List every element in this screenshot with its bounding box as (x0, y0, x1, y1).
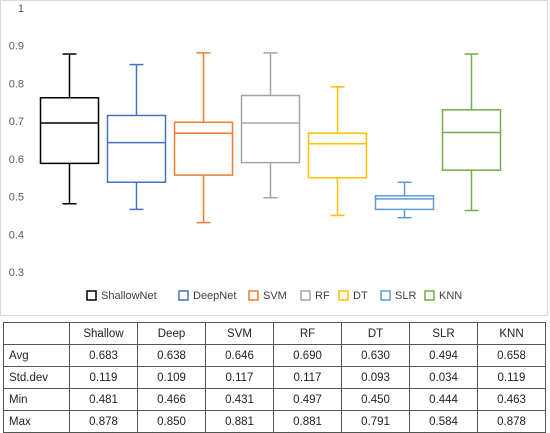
row-label: Max (3, 410, 70, 433)
legend-label: DeepNet (193, 290, 236, 302)
y-tick-label: 0.8 (9, 78, 24, 90)
table-cell: 0.878 (477, 410, 546, 433)
legend-label: ShallowNet (101, 290, 157, 302)
legend-label: RF (315, 290, 330, 302)
table-header-cell: SVM (205, 322, 274, 345)
table-cell: 0.431 (205, 388, 274, 411)
legend-swatch (338, 290, 349, 301)
legend-label: KNN (439, 290, 462, 302)
box-iqr (106, 114, 167, 183)
table-cell: 0.119 (477, 366, 546, 389)
box-iqr (374, 195, 435, 211)
y-tick-label: 0.5 (9, 192, 24, 204)
box-plot-chart: 0.3 0.4 0.5 0.6 0.7 0.8 0.9 1 ShallowNet DeepNet S… (9, 3, 502, 302)
table-cell: 0.646 (205, 344, 274, 367)
table-cell: 0.630 (341, 344, 410, 367)
table-cell: 0.683 (69, 344, 138, 367)
table-cell: 0.119 (69, 366, 138, 389)
y-tick-label: 0.3 (9, 267, 24, 279)
table-cell: 0.450 (341, 388, 410, 411)
table-row: Max 0.878 0.850 0.881 0.881 0.791 0.584 … (3, 410, 546, 433)
table-cell: 0.034 (409, 366, 478, 389)
table-cell: 0.466 (137, 388, 206, 411)
y-tick-label: 0.7 (9, 116, 24, 128)
legend-swatch (424, 290, 435, 301)
table-cell: 0.638 (137, 344, 206, 367)
box-iqr (441, 109, 502, 171)
table-header-cell: DT (341, 322, 410, 345)
table-cell: 0.658 (477, 344, 546, 367)
row-label: Min (3, 388, 70, 411)
table-cell: 0.690 (273, 344, 342, 367)
legend-swatch (86, 290, 97, 301)
y-tick-label: 1 (18, 3, 24, 15)
box-iqr (39, 97, 100, 165)
legend-label: SVM (263, 290, 287, 302)
table-cell: 0.878 (69, 410, 138, 433)
table-cell: 0.444 (409, 388, 478, 411)
legend-swatch (178, 290, 189, 301)
table-header-row: Shallow Deep SVM RF DT SLR KNN (3, 322, 546, 345)
statistics-table: Shallow Deep SVM RF DT SLR KNN Avg 0.683… (3, 322, 546, 433)
table-cell: 0.497 (273, 388, 342, 411)
table-cell: 0.093 (341, 366, 410, 389)
table-row: Min 0.481 0.466 0.431 0.497 0.450 0.444 … (3, 388, 546, 411)
table-row: Std.dev 0.119 0.109 0.117 0.117 0.093 0.… (3, 366, 546, 389)
y-tick-label: 0.9 (9, 41, 24, 53)
legend-label: DT (353, 290, 368, 302)
box-iqr (307, 132, 368, 179)
legend-swatch (380, 290, 391, 301)
table-cell: 0.117 (273, 366, 342, 389)
legend-label: SLR (395, 290, 416, 302)
row-label: Std.dev (3, 366, 70, 389)
table-header-cell: SLR (409, 322, 478, 345)
table-cell: 0.791 (341, 410, 410, 433)
table-header-cell: KNN (477, 322, 546, 345)
table-header-cell: Shallow (69, 322, 138, 345)
table-cell: 0.850 (137, 410, 206, 433)
table-row: Avg 0.683 0.638 0.646 0.690 0.630 0.494 … (3, 344, 546, 367)
box-iqr (240, 94, 301, 164)
legend-swatch (248, 290, 259, 301)
table-header-cell: RF (273, 322, 342, 345)
table-header-cell (3, 322, 70, 345)
y-tick-label: 0.6 (9, 154, 24, 166)
table-cell: 0.109 (137, 366, 206, 389)
table-cell: 0.881 (273, 410, 342, 433)
legend-swatch (300, 290, 311, 301)
table-cell: 0.494 (409, 344, 478, 367)
table-cell: 0.117 (205, 366, 274, 389)
table-cell: 0.481 (69, 388, 138, 411)
y-tick-label: 0.4 (9, 229, 24, 241)
table-cell: 0.881 (205, 410, 274, 433)
table-cell: 0.463 (477, 388, 546, 411)
table-header-cell: Deep (137, 322, 206, 345)
box-iqr (173, 121, 234, 176)
row-label: Avg (3, 344, 70, 367)
table-cell: 0.584 (409, 410, 478, 433)
